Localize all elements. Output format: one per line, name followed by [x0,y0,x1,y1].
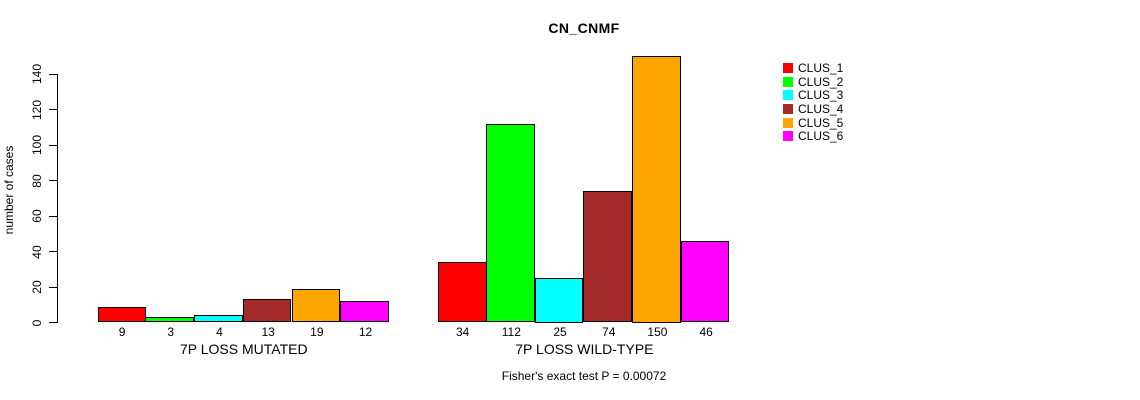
legend-item-clus-1: CLUS_1 [783,61,843,75]
bar-value-7p-loss-wild-type-clus-2: 112 [501,325,521,339]
bar-7p-loss-wild-type-clus-1 [438,262,487,323]
bar-value-7p-loss-wild-type-clus-6: 46 [699,325,713,339]
y-tick-label: 100 [30,134,44,156]
y-tick [49,251,57,252]
legend-swatch-clus-6 [783,131,793,142]
legend-label-clus-5: CLUS_5 [798,115,844,130]
legend-swatch-clus-2 [783,76,793,87]
legend-item-clus-4: CLUS_4 [783,102,843,116]
bar-7p-loss-wild-type-clus-2 [486,123,535,323]
y-tick-label: 120 [30,99,44,120]
y-tick-label: 0 [30,319,44,326]
bar-value-7p-loss-mutated-clus-1: 9 [118,325,126,339]
bar-value-7p-loss-wild-type-clus-1: 34 [455,325,470,339]
chart-title: CN_CNMF [548,20,620,36]
bar-7p-loss-mutated-clus-3 [194,315,243,323]
bar-value-7p-loss-mutated-clus-3: 4 [216,325,223,339]
y-tick [49,180,57,181]
group-label-7p-loss-wild-type: 7P LOSS WILD-TYPE [515,341,654,357]
legend-item-clus-5: CLUS_5 [783,116,843,130]
y-tick-label: 60 [30,209,44,223]
bar-value-7p-loss-wild-type-clus-3: 25 [553,325,567,339]
bar-7p-loss-wild-type-clus-4 [583,191,633,323]
legend-label-clus-1: CLUS_1 [798,60,844,75]
legend: CLUS_1 CLUS_2 CLUS_3 CLUS_4 CLUS_5 CLUS_6 [783,61,843,143]
y-tick [49,144,57,146]
plot-area: 0 20 40 60 80 100 120 140 9 3 4 13 19 12 7P LOSS MUTAT… [30,56,730,357]
legend-swatch-clus-1 [783,62,793,73]
legend-swatch-clus-5 [783,117,793,128]
legend-label-clus-3: CLUS_3 [798,88,844,103]
bar-7p-loss-wild-type-clus-5 [632,56,681,323]
fisher-test-caption: Fisher's exact test P = 0.00072 [501,369,667,383]
bar-7p-loss-wild-type-clus-6 [680,240,730,323]
legend-item-clus-6: CLUS_6 [783,129,843,143]
legend-swatch-clus-4 [783,103,793,114]
group-label-7p-loss-mutated: 7P LOSS MUTATED [179,341,308,357]
bar-7p-loss-mutated-clus-5 [291,288,341,323]
bar-value-7p-loss-wild-type-clus-4: 74 [602,325,616,339]
bar-value-7p-loss-mutated-clus-2: 3 [167,325,175,339]
bar-7p-loss-mutated-clus-6 [340,301,389,323]
y-tick [49,215,57,217]
y-tick [49,109,57,110]
legend-swatch-clus-3 [783,90,793,101]
y-tick-label: 140 [30,63,44,85]
y-tick [49,73,57,75]
bar-value-7p-loss-mutated-clus-4: 13 [261,325,275,339]
y-tick-label: 40 [30,244,44,259]
bar-7p-loss-mutated-clus-1 [97,306,147,323]
bar-value-7p-loss-mutated-clus-5: 19 [310,325,324,339]
bar-7p-loss-mutated-clus-4 [242,299,292,323]
bar-value-7p-loss-wild-type-clus-5: 150 [647,325,668,339]
bar-7p-loss-wild-type-clus-3 [534,278,584,323]
legend-item-clus-2: CLUS_2 [783,75,843,89]
legend-item-clus-3: CLUS_3 [783,88,843,102]
y-tick-label: 20 [30,280,44,294]
legend-label-clus-4: CLUS_4 [798,101,844,116]
legend-label-clus-2: CLUS_2 [798,74,844,89]
y-tick [49,286,57,288]
bar-7p-loss-mutated-clus-2 [145,317,195,323]
bar-value-7p-loss-mutated-clus-6: 12 [358,325,373,339]
y-axis-line [57,74,58,323]
legend-label-clus-6: CLUS_6 [798,129,844,144]
y-tick [49,322,57,323]
y-tick-label: 80 [30,173,44,188]
